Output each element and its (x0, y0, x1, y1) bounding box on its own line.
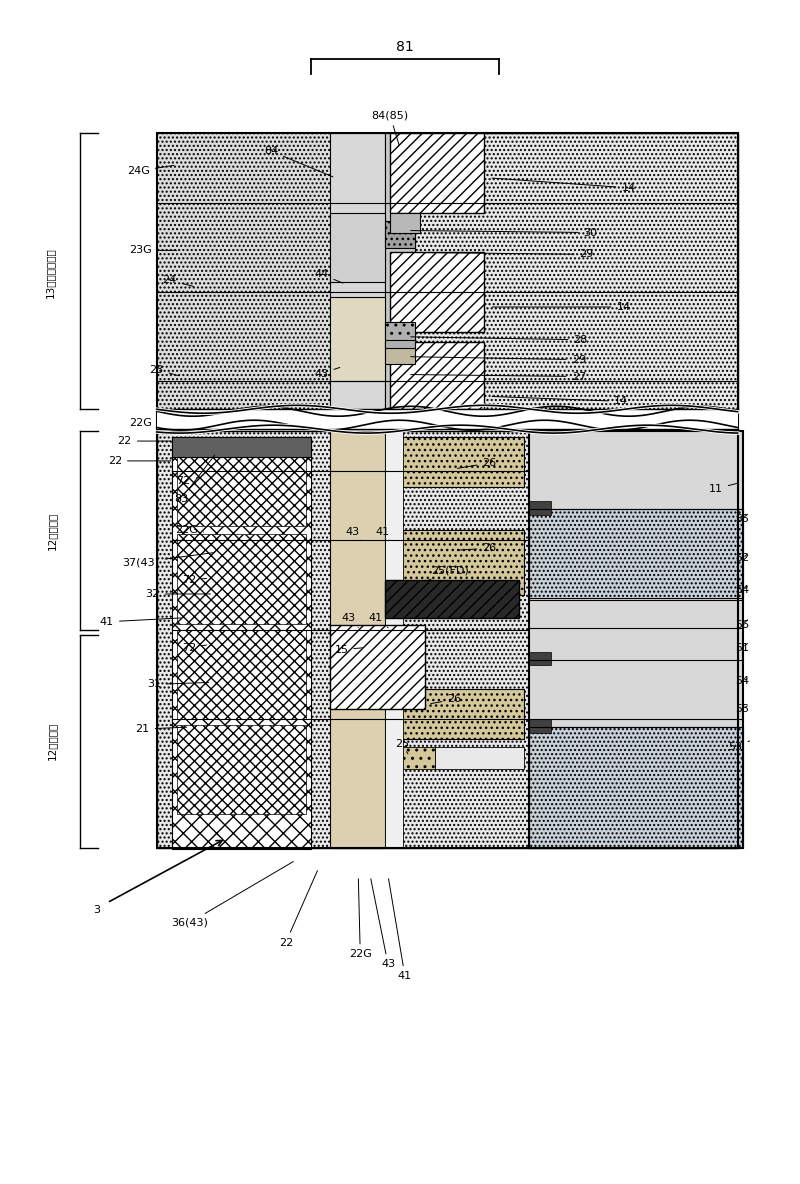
Bar (529, 501, 551, 515)
Bar (177, 630, 306, 719)
Bar (171, 437, 310, 849)
Bar (157, 134, 330, 411)
Text: 26: 26 (458, 543, 497, 553)
Text: 72: 72 (182, 643, 206, 652)
Text: 84(85): 84(85) (371, 110, 409, 146)
Bar (390, 689, 524, 739)
Text: 24: 24 (162, 275, 194, 287)
Text: 25(FD): 25(FD) (427, 565, 469, 581)
Bar (390, 134, 485, 213)
Bar (529, 651, 551, 665)
Text: 55: 55 (736, 704, 750, 714)
Text: 14: 14 (492, 397, 627, 406)
Text: 22: 22 (118, 436, 171, 446)
Text: 51: 51 (736, 643, 750, 652)
Text: 29: 29 (410, 355, 586, 365)
Text: 13周边电路部分: 13周边电路部分 (46, 246, 55, 297)
Bar (177, 725, 306, 815)
Text: 84: 84 (264, 146, 333, 176)
Bar (157, 410, 738, 429)
Bar (177, 437, 306, 527)
Bar (390, 213, 420, 232)
Text: 11: 11 (709, 483, 737, 494)
Bar (390, 252, 485, 332)
Text: 26: 26 (458, 458, 497, 469)
Bar (434, 747, 524, 768)
Text: 36(43): 36(43) (171, 862, 294, 928)
Text: 41: 41 (368, 613, 388, 628)
Bar (529, 719, 551, 733)
Text: 54: 54 (735, 676, 750, 687)
Bar (330, 297, 385, 381)
Text: 54: 54 (735, 585, 750, 596)
Text: 27: 27 (410, 372, 586, 381)
Text: 55: 55 (736, 514, 750, 523)
Bar (330, 134, 385, 411)
Text: 41: 41 (100, 617, 181, 626)
Text: 43: 43 (342, 613, 358, 628)
Text: 53: 53 (729, 741, 750, 752)
Text: 12像素部分: 12像素部分 (47, 511, 58, 549)
Bar (157, 431, 738, 848)
Bar (529, 431, 742, 848)
Bar (330, 213, 385, 282)
Text: 25: 25 (395, 739, 409, 754)
Text: 14: 14 (492, 178, 635, 193)
Text: 23: 23 (150, 365, 179, 375)
Text: 29: 29 (410, 250, 594, 259)
Text: 43: 43 (370, 879, 395, 970)
Text: 72: 72 (176, 476, 198, 485)
Text: 22: 22 (278, 870, 318, 947)
Text: 22: 22 (108, 456, 171, 466)
Bar (171, 437, 310, 457)
Bar (385, 580, 519, 618)
Text: 26: 26 (430, 694, 462, 704)
Bar (330, 431, 385, 848)
Bar (385, 431, 403, 848)
Text: 44: 44 (314, 269, 343, 283)
Text: 37(43): 37(43) (122, 553, 214, 567)
Text: 52: 52 (735, 553, 750, 564)
Bar (385, 343, 415, 363)
Bar (529, 509, 742, 598)
Text: 81: 81 (396, 40, 414, 53)
Text: 3: 3 (94, 905, 101, 915)
Text: 83: 83 (174, 455, 214, 503)
Text: 56: 56 (736, 619, 750, 630)
Text: 12像素部分: 12像素部分 (47, 722, 58, 760)
Bar (177, 534, 306, 624)
Text: 30: 30 (410, 227, 598, 238)
Text: 22G: 22G (175, 526, 203, 535)
Text: 72: 72 (182, 575, 206, 585)
Bar (385, 322, 415, 343)
Text: 23G: 23G (129, 245, 177, 256)
Bar (390, 530, 524, 596)
Text: 43: 43 (314, 367, 340, 379)
Text: 22G: 22G (129, 418, 174, 429)
Text: 22G: 22G (349, 879, 372, 959)
Text: 15: 15 (334, 644, 362, 655)
Bar (385, 340, 415, 348)
Text: 14: 14 (492, 302, 630, 313)
Bar (157, 134, 738, 848)
Text: 24G: 24G (127, 166, 174, 176)
Text: 31: 31 (148, 680, 209, 689)
Bar (330, 625, 425, 709)
Bar (529, 727, 742, 848)
Bar (385, 220, 415, 249)
Text: 28: 28 (410, 335, 588, 345)
Text: 41: 41 (389, 879, 412, 982)
Bar (385, 134, 415, 411)
Text: 32: 32 (146, 588, 210, 599)
Bar (385, 747, 434, 768)
Text: 21: 21 (136, 725, 186, 734)
Bar (390, 342, 485, 410)
Bar (157, 134, 738, 411)
Bar (529, 431, 742, 848)
Text: 43: 43 (346, 527, 360, 540)
Text: 41: 41 (375, 527, 390, 540)
Bar (390, 437, 524, 487)
